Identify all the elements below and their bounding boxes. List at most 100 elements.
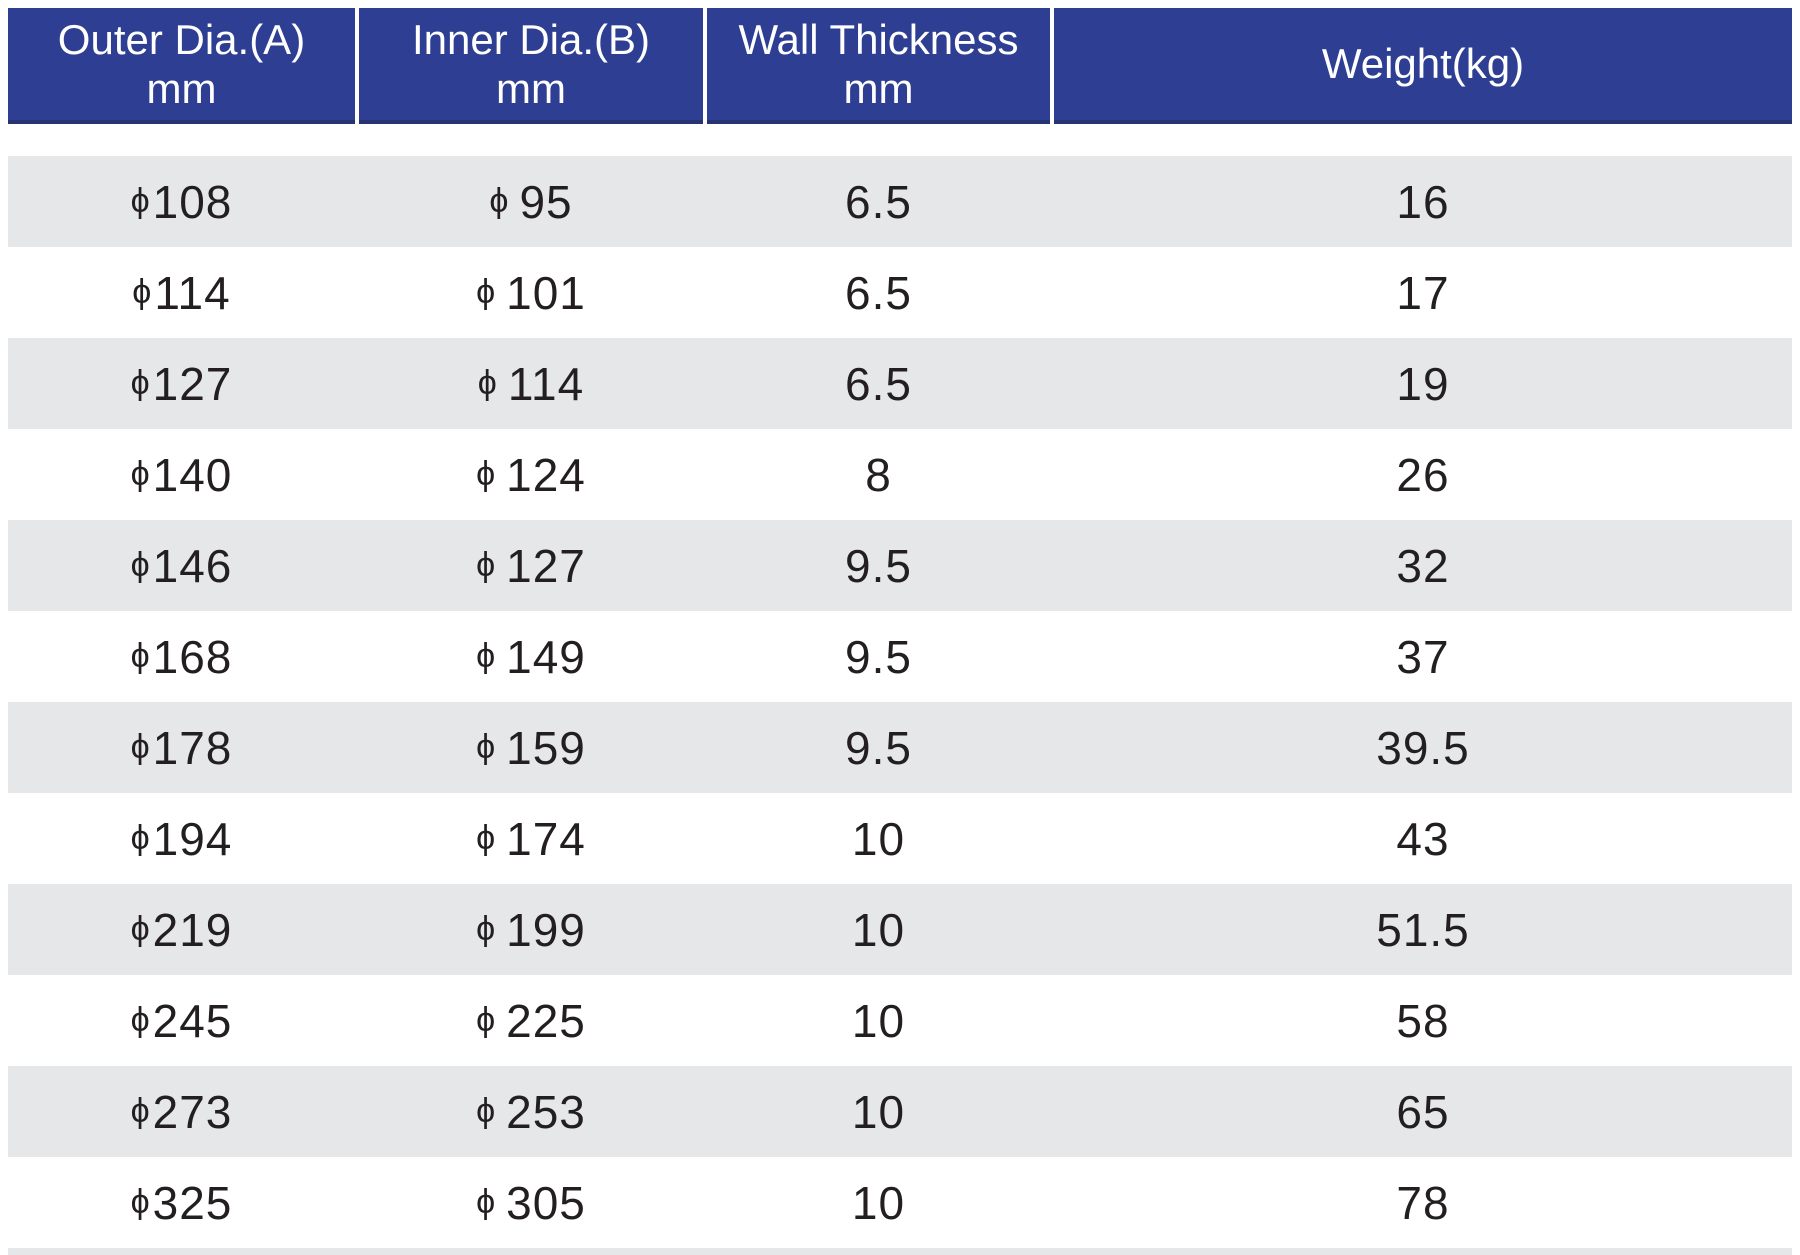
cell-value: 6.5 [845, 357, 912, 410]
cell-wall-thickness: 10 [707, 1085, 1050, 1139]
cell-value: 9.5 [845, 721, 912, 774]
cell-value: 9.5 [845, 539, 912, 592]
table-row: ϕ 178 ϕ 159 9.5 39.5 [8, 702, 1792, 793]
cell-value: 146 [152, 539, 233, 592]
cell-value: 10 [851, 1085, 906, 1138]
table-header: Outer Dia.(A) mm Inner Dia.(B) mm Wall T… [8, 8, 1792, 124]
cell-outer-dia: ϕ 127 [8, 357, 355, 411]
cell-weight: 26 [1054, 448, 1792, 502]
cell-value: 58 [1396, 994, 1450, 1047]
cell-inner-dia: ϕ 225 [359, 994, 703, 1048]
header-cell-outer-dia: Outer Dia.(A) mm [8, 8, 355, 124]
cell-value: 114 [154, 266, 231, 319]
table-row: ϕ 108 ϕ 95 6.5 16 [8, 156, 1792, 247]
diameter-phi-symbol: ϕ [476, 728, 496, 766]
cell-value: 199 [506, 903, 586, 956]
table-row: ϕ 219 ϕ 199 10 51.5 [8, 884, 1792, 975]
table-row: ϕ 114 ϕ 101 6.5 17 [8, 247, 1792, 338]
cell-wall-thickness: 10 [707, 1176, 1050, 1230]
table-row: ϕ 140 ϕ 124 8 26 [8, 429, 1792, 520]
cell-value: 51.5 [1376, 903, 1470, 956]
cell-weight: 78 [1054, 1176, 1792, 1230]
diameter-phi-symbol: ϕ [476, 455, 496, 493]
cell-inner-dia: ϕ 101 [359, 266, 703, 320]
cell-value: 16 [1396, 175, 1450, 228]
cell-value: 26 [1396, 448, 1450, 501]
cell-value: 43 [1396, 812, 1450, 865]
cell-value: 39.5 [1376, 721, 1470, 774]
diameter-phi-symbol: ϕ [476, 1183, 496, 1221]
diameter-phi-symbol: ϕ [130, 364, 150, 402]
cell-value: 149 [506, 630, 586, 683]
cell-value: 127 [152, 357, 233, 410]
cell-value: 10 [851, 1176, 906, 1229]
diameter-phi-symbol: ϕ [130, 637, 150, 675]
cell-inner-dia: ϕ 124 [359, 448, 703, 502]
cell-outer-dia: ϕ 273 [8, 1085, 355, 1139]
cell-value: 305 [506, 1176, 586, 1229]
cell-weight: 32 [1054, 539, 1792, 593]
table-row: ϕ 146 ϕ 127 9.5 32 [8, 520, 1792, 611]
cell-weight: 17 [1054, 266, 1792, 320]
cell-value: 140 [152, 448, 233, 501]
table-row: ϕ 273 ϕ 253 10 65 [8, 1066, 1792, 1157]
diameter-phi-symbol: ϕ [130, 728, 150, 766]
table-row: ϕ 168 ϕ 149 9.5 37 [8, 611, 1792, 702]
diameter-phi-symbol: ϕ [476, 819, 496, 857]
diameter-phi-symbol: ϕ [477, 364, 497, 402]
cell-weight: 51.5 [1054, 903, 1792, 957]
header-label-inner-dia: Inner Dia.(B) [411, 15, 651, 63]
cell-weight: 39.5 [1054, 721, 1792, 775]
cell-value: 108 [152, 175, 233, 228]
cell-value: 325 [152, 1176, 233, 1229]
cell-value: 159 [506, 721, 586, 774]
cell-wall-thickness: 9.5 [707, 539, 1050, 593]
header-cell-wall-thickness: Wall Thickness mm [707, 8, 1050, 124]
cell-value: 273 [152, 1085, 233, 1138]
cropped-next-row-strip [8, 1248, 1792, 1255]
header-label-wall-thickness: Wall Thickness [738, 15, 1019, 63]
cell-outer-dia: ϕ 108 [8, 175, 355, 229]
cell-wall-thickness: 10 [707, 903, 1050, 957]
diameter-phi-symbol: ϕ [489, 182, 509, 220]
cell-outer-dia: ϕ 114 [8, 266, 355, 320]
cell-weight: 16 [1054, 175, 1792, 229]
cell-inner-dia: ϕ 159 [359, 721, 703, 775]
cell-value: 219 [152, 903, 233, 956]
header-label-weight: Weight(kg) [1321, 40, 1525, 88]
cell-value: 32 [1396, 539, 1450, 592]
diameter-phi-symbol: ϕ [130, 1092, 150, 1130]
diameter-phi-symbol: ϕ [476, 546, 496, 584]
cell-wall-thickness: 10 [707, 812, 1050, 866]
cell-outer-dia: ϕ 140 [8, 448, 355, 502]
diameter-phi-symbol: ϕ [476, 1001, 496, 1039]
cell-value: 114 [507, 357, 585, 410]
cell-value: 95 [519, 175, 573, 228]
table-row: ϕ 245 ϕ 225 10 58 [8, 975, 1792, 1066]
cell-wall-thickness: 9.5 [707, 630, 1050, 684]
cell-inner-dia: ϕ 174 [359, 812, 703, 866]
header-unit-outer-dia: mm [146, 65, 217, 112]
diameter-phi-symbol: ϕ [476, 637, 496, 675]
cell-value: 10 [851, 812, 906, 865]
table-row: ϕ 194 ϕ 174 10 43 [8, 793, 1792, 884]
cell-weight: 43 [1054, 812, 1792, 866]
cell-value: 9.5 [845, 630, 912, 683]
cell-wall-thickness: 10 [707, 994, 1050, 1048]
cell-value: 19 [1396, 357, 1450, 410]
diameter-phi-symbol: ϕ [130, 546, 150, 584]
cell-value: 8 [865, 448, 892, 501]
cell-value: 6.5 [845, 175, 912, 228]
cell-inner-dia: ϕ 149 [359, 630, 703, 684]
diameter-phi-symbol: ϕ [130, 910, 150, 948]
cell-weight: 58 [1054, 994, 1792, 1048]
table-row: ϕ 325 ϕ 305 10 78 [8, 1157, 1792, 1248]
cell-value: 10 [851, 903, 906, 956]
cell-value: 37 [1396, 630, 1450, 683]
diameter-phi-symbol: ϕ [130, 182, 150, 220]
diameter-phi-symbol: ϕ [130, 1001, 150, 1039]
cell-wall-thickness: 6.5 [707, 357, 1050, 411]
cell-outer-dia: ϕ 146 [8, 539, 355, 593]
cell-value: 17 [1396, 266, 1450, 319]
